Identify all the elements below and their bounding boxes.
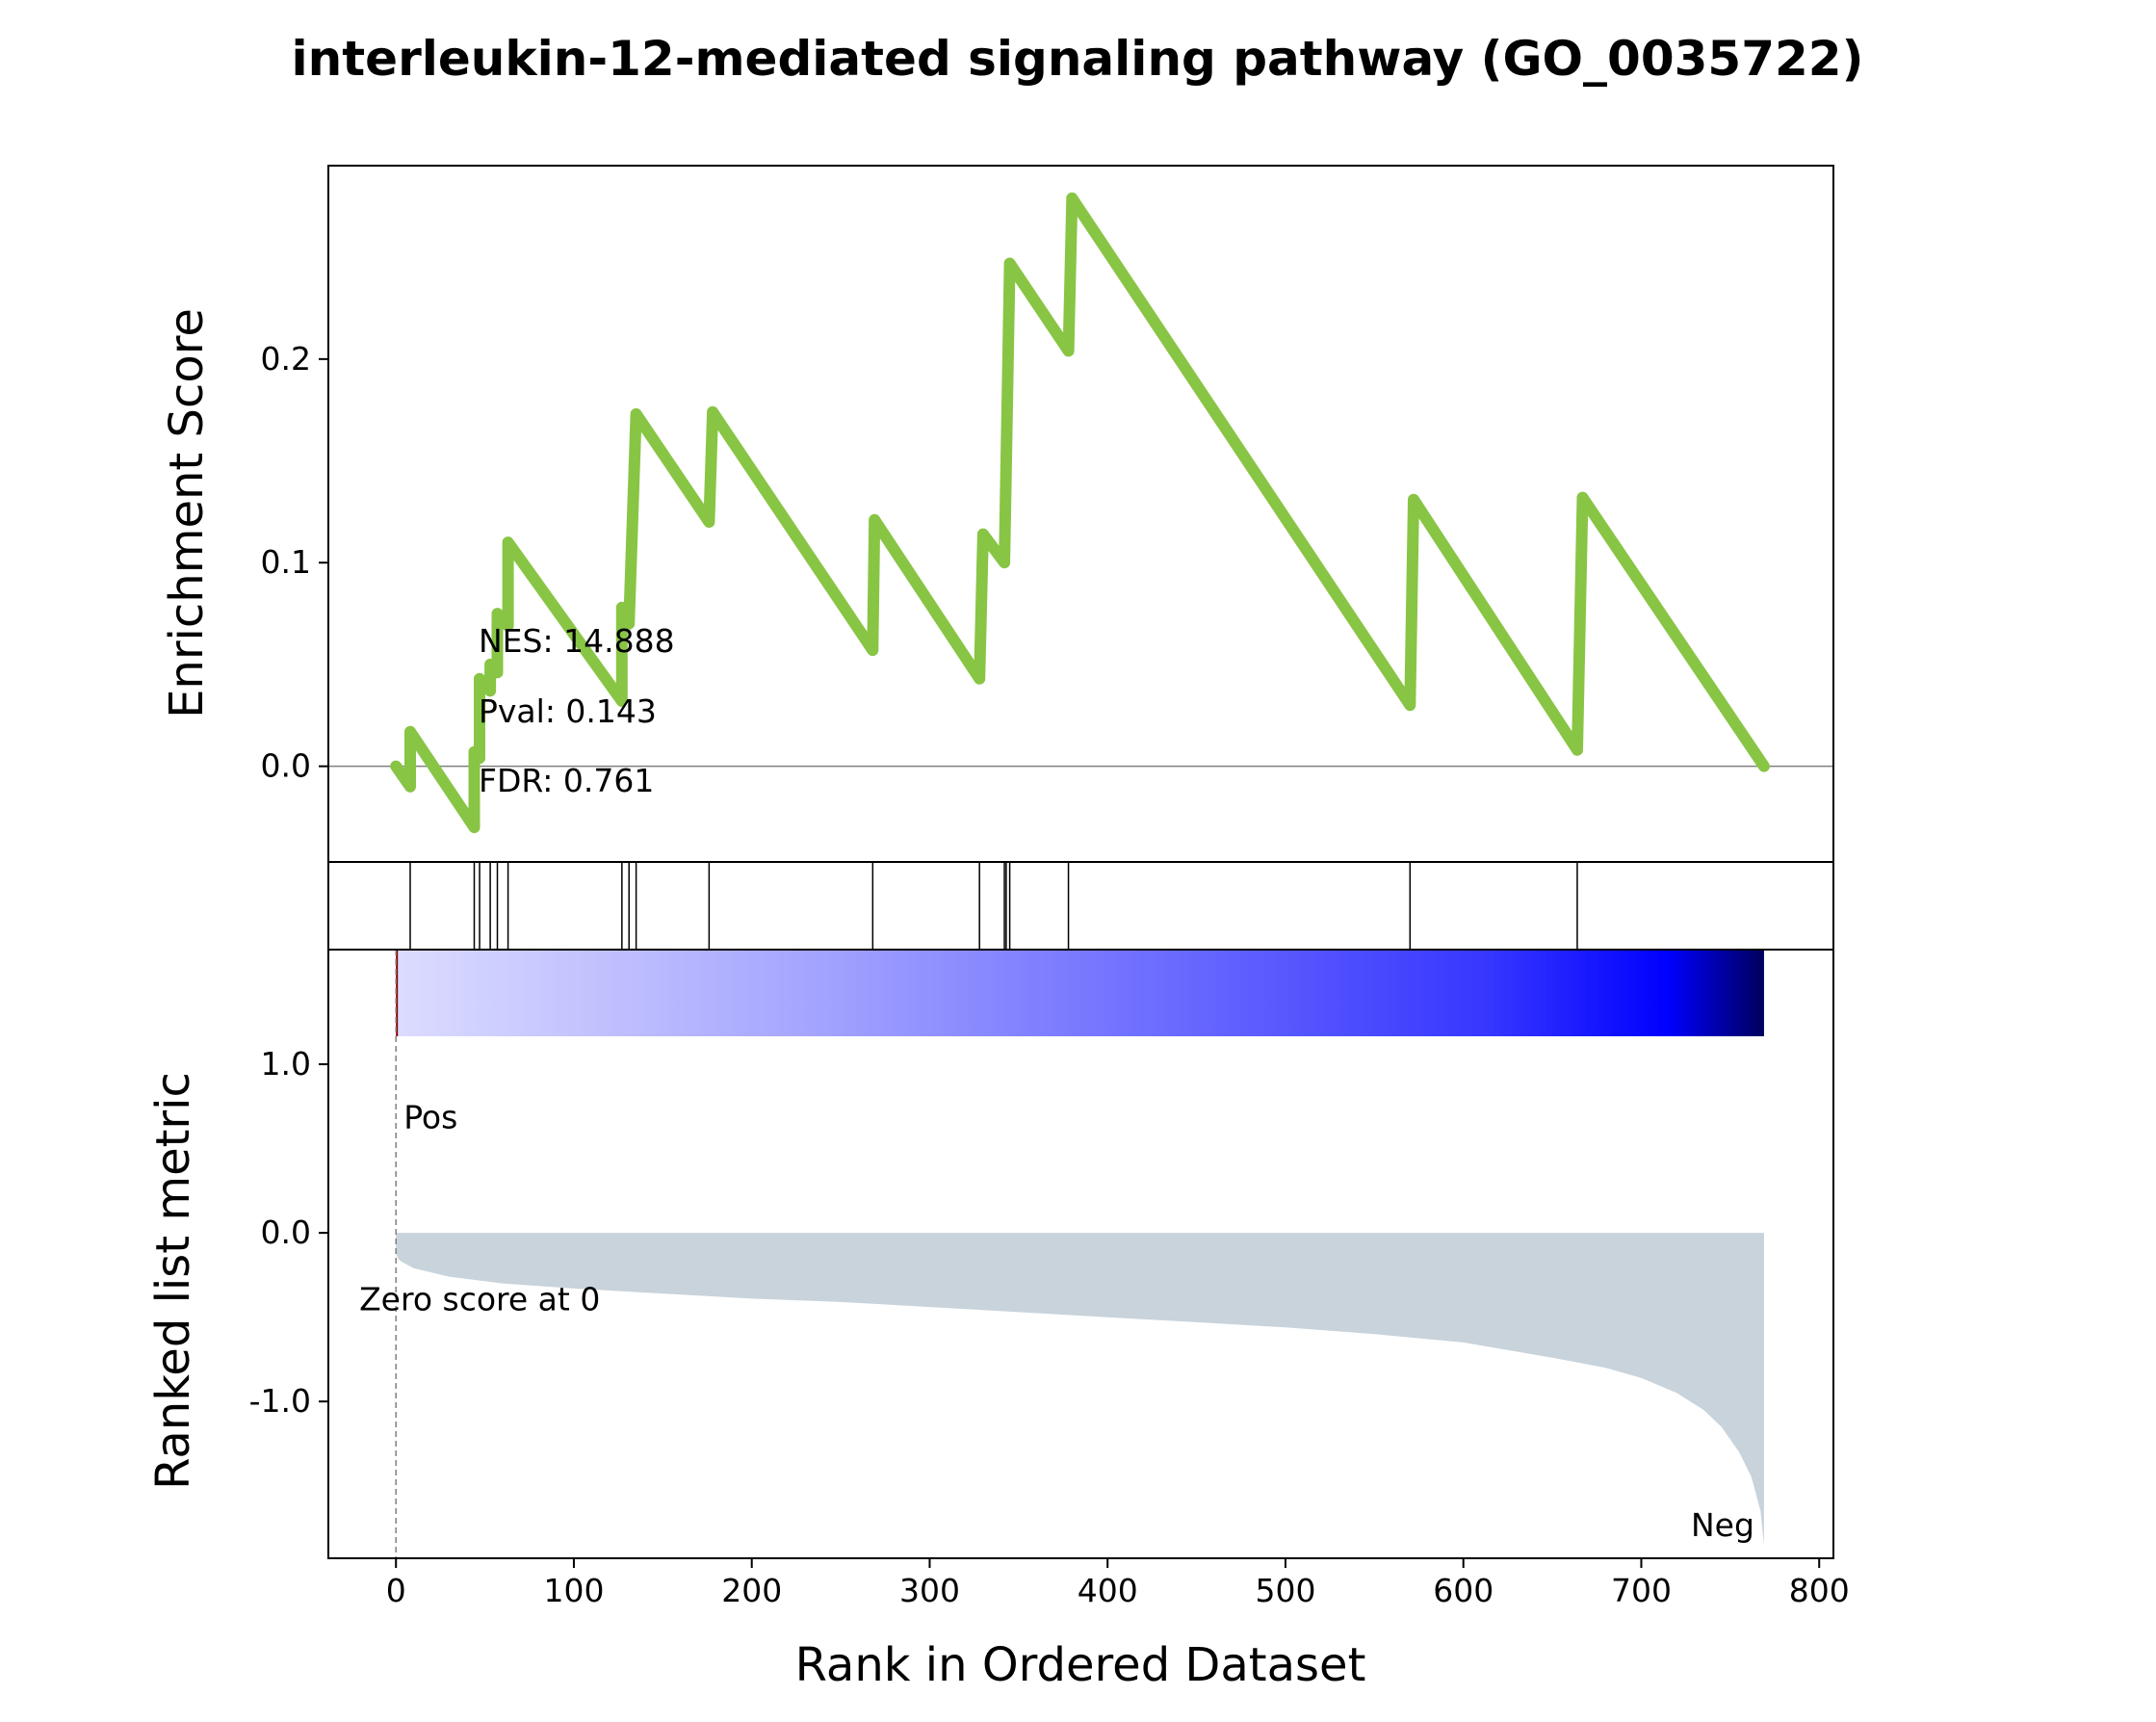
ranked-metric-area: [396, 1233, 1764, 1545]
x-tick-label: 400: [1078, 1572, 1138, 1609]
x-tick-label: 300: [899, 1572, 960, 1609]
enrichment-score-line: [390, 192, 1770, 834]
x-tick-label: 100: [543, 1572, 604, 1609]
ranked-heatmap-bar: [396, 950, 1764, 1036]
es-y-tick-label: 0.1: [261, 543, 311, 581]
rank-axes-frame: [327, 949, 1834, 1559]
es-y-tick-label: 0.0: [261, 747, 311, 785]
ranked-metric-panel: Pos Neg Zero score at 0 1.0 0.0 -1.0 0 100 2…: [146, 949, 1850, 1692]
x-axis-label: Rank in Ordered Dataset: [795, 1638, 1366, 1692]
rank-y-tick-label: 0.0: [261, 1213, 311, 1251]
hits-panel: [327, 861, 1834, 951]
rank-y-axis-label: Ranked list metric: [146, 1072, 200, 1490]
x-tick-label: 800: [1789, 1572, 1850, 1609]
pval-stat: Pval: 0.143: [479, 692, 657, 730]
x-tick-label: 600: [1433, 1572, 1494, 1609]
es-y-axis-label: Enrichment Score: [160, 308, 214, 718]
x-ticks: 0 100 200 300 400 500 600 700 800: [386, 1558, 1850, 1609]
fdr-stat: FDR: 0.761: [479, 762, 654, 799]
es-axes-frame: [327, 165, 1834, 863]
rank-y-tick-label: 1.0: [261, 1045, 311, 1083]
x-tick-label: 0: [386, 1572, 406, 1609]
nes-stat: NES: 14.888: [479, 622, 675, 660]
pos-label: Pos: [403, 1099, 457, 1136]
es-y-ticks: 0.0 0.1 0.2: [261, 340, 328, 785]
hits-axes-frame: [327, 861, 1834, 951]
rank-y-tick-label: -1.0: [249, 1382, 311, 1420]
es-y-tick-label: 0.2: [261, 340, 311, 378]
enrichment-panel: 0.0 0.1 0.2 NES: 14.888 Pval: 0.143 FDR: 0…: [160, 165, 1834, 863]
x-tick-label: 700: [1611, 1572, 1672, 1609]
x-tick-label: 200: [721, 1572, 782, 1609]
rank-y-ticks: 1.0 0.0 -1.0: [249, 1045, 328, 1420]
x-tick-label: 500: [1255, 1572, 1315, 1609]
chart-title: interleukin-12-mediated signaling pathwa…: [292, 31, 1864, 87]
hit-marks: [409, 862, 1578, 950]
neg-label: Neg: [1691, 1506, 1754, 1544]
zero-score-label: Zero score at 0: [359, 1281, 600, 1318]
